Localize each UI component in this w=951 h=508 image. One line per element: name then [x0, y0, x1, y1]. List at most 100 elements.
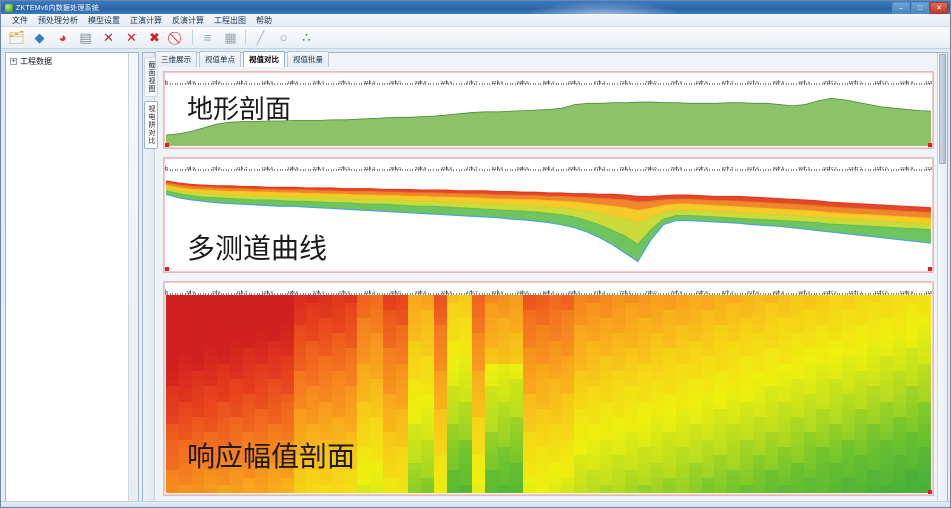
menu-item-4[interactable]: 反演计算: [172, 15, 204, 25]
axis-tick-minor: [302, 292, 304, 295]
open-project-icon[interactable]: 🗂: [8, 30, 25, 45]
axis-tick-label: 279.3: [338, 80, 350, 85]
axis-tick-minor: [834, 292, 836, 295]
menu-item-3[interactable]: 正演计算: [130, 15, 162, 25]
axis-tick-minor: [665, 168, 667, 171]
axis-tick-major: [522, 166, 524, 171]
axis-tick-minor: [228, 82, 230, 85]
add-data-icon[interactable]: ◆: [34, 30, 45, 45]
axis-tick-major: [803, 166, 805, 171]
axis-tick-minor: [888, 82, 890, 85]
vertical-tab-1[interactable]: 视电阱对比: [144, 101, 158, 149]
axis-tick-minor: [798, 82, 800, 85]
delete-data-icon[interactable]: ✕: [103, 30, 114, 45]
axis-tick-minor: [808, 168, 810, 171]
axis-tick-minor: [928, 82, 930, 85]
axis-tick-minor: [819, 82, 820, 85]
save-data-icon[interactable]: ▤: [79, 30, 92, 45]
axis-tick-minor: [282, 292, 284, 295]
axis-tick-label: 1037.2: [822, 80, 837, 85]
terrain-profile-frame: 0.0 39.9 79.8 119.7 159.6 199.5 239.4 279.3 319.…: [164, 72, 933, 148]
cancel-circle-icon[interactable]: ✖: [149, 30, 160, 45]
network-nodes-icon[interactable]: ∴: [302, 30, 311, 45]
toolbar-separator: [245, 30, 246, 45]
axis-tick-minor: [553, 82, 555, 85]
terrain-area-series: [166, 97, 931, 146]
main-vertical-scrollbar[interactable]: [937, 53, 947, 501]
axis-tick-minor: [632, 82, 634, 85]
magnifier-icon[interactable]: ○: [279, 30, 288, 45]
axis-tick-minor: [220, 82, 222, 85]
axis-tick-minor: [302, 168, 304, 171]
menu-item-5[interactable]: 工程出图: [214, 15, 246, 25]
axis-tick-label: 997.2: [798, 80, 810, 85]
axis-tick-minor: [594, 292, 596, 295]
minimize-button[interactable]: –: [892, 2, 910, 14]
axis-tick-minor: [839, 292, 841, 295]
axis-tick-label: 159.6: [261, 290, 274, 295]
axis-tick-minor: [877, 292, 879, 295]
color-palette-icon[interactable]: ◕: [58, 30, 67, 45]
axis-tick-major: [190, 290, 192, 295]
menu-item-6[interactable]: 帮助: [256, 15, 272, 25]
tree-expander-icon[interactable]: +: [10, 58, 17, 65]
close-x-icon[interactable]: ✕: [126, 30, 137, 45]
list-view-icon[interactable]: ≡: [203, 30, 212, 45]
axis-tick-minor: [379, 292, 381, 295]
axis-tick-minor: [530, 82, 532, 85]
axis-tick-minor: [450, 82, 452, 85]
axis-tick-minor: [259, 82, 261, 85]
menu-item-1[interactable]: 预处理分析: [38, 15, 78, 25]
axis-tick-label: 837.8: [696, 166, 708, 171]
tab-1[interactable]: 视值单点: [199, 51, 241, 67]
axis-tick-minor: [507, 82, 509, 85]
axis-tick-major: [496, 166, 498, 171]
axis-tick-minor: [790, 168, 792, 171]
grid-view-icon[interactable]: ▦: [224, 30, 237, 45]
axis-tick-minor: [749, 292, 751, 295]
axis-tick-minor: [836, 82, 838, 85]
axis-tick-minor: [363, 168, 365, 171]
axis-tick-minor: [310, 82, 312, 85]
axis-tick-minor: [246, 168, 248, 171]
axis-tick-major: [471, 80, 473, 85]
axis-tick-label: 917.6: [747, 166, 759, 171]
curve-band-4: [166, 190, 931, 262]
axis-tick-minor: [271, 292, 273, 295]
vertical-tab-0[interactable]: 截面视图: [144, 57, 158, 97]
tree-item-project[interactable]: + 工程数据: [6, 53, 138, 70]
menu-item-2[interactable]: 模型设置: [88, 15, 120, 25]
axis-tick-minor: [310, 292, 312, 295]
axis-tick-minor: [622, 168, 624, 171]
axis-tick-minor: [220, 168, 222, 171]
axis-tick-minor: [450, 292, 452, 295]
main-scroll-thumb[interactable]: [939, 54, 946, 164]
axis-tick-minor: [640, 168, 642, 171]
axis-tick-label: 199.5: [287, 80, 299, 85]
axis-tick-minor: [537, 168, 539, 171]
axis-tick-minor: [338, 168, 340, 171]
axis-tick-minor: [785, 82, 787, 85]
axis-tick-minor: [844, 168, 846, 171]
axis-tick-minor: [289, 292, 291, 295]
tab-0[interactable]: 三维展示: [155, 51, 197, 67]
axis-tick-minor: [795, 82, 797, 85]
sidebar-scrollbar[interactable]: [128, 53, 138, 501]
axis-tick-minor: [261, 292, 263, 295]
menu-item-0[interactable]: 文件: [12, 15, 28, 25]
axis-tick-minor: [192, 168, 194, 171]
axis-tick-minor: [652, 292, 654, 295]
close-button[interactable]: ✕: [930, 2, 948, 14]
axis-tick-minor: [703, 82, 705, 85]
measure-icon[interactable]: ╱: [256, 30, 265, 45]
axis-tick-minor: [594, 82, 596, 85]
tab-3[interactable]: 视值批量: [287, 51, 329, 67]
axis-tick-minor: [680, 82, 682, 85]
axis-tick-minor: [780, 168, 782, 171]
maximize-button[interactable]: □: [911, 2, 929, 14]
forbidden-icon[interactable]: ⃠: [167, 27, 188, 48]
axis-tick-label: 518.6: [491, 166, 504, 171]
axis-tick-minor: [553, 292, 555, 295]
tab-2[interactable]: 视值对比: [243, 51, 285, 67]
axis-tick-minor: [921, 82, 923, 85]
